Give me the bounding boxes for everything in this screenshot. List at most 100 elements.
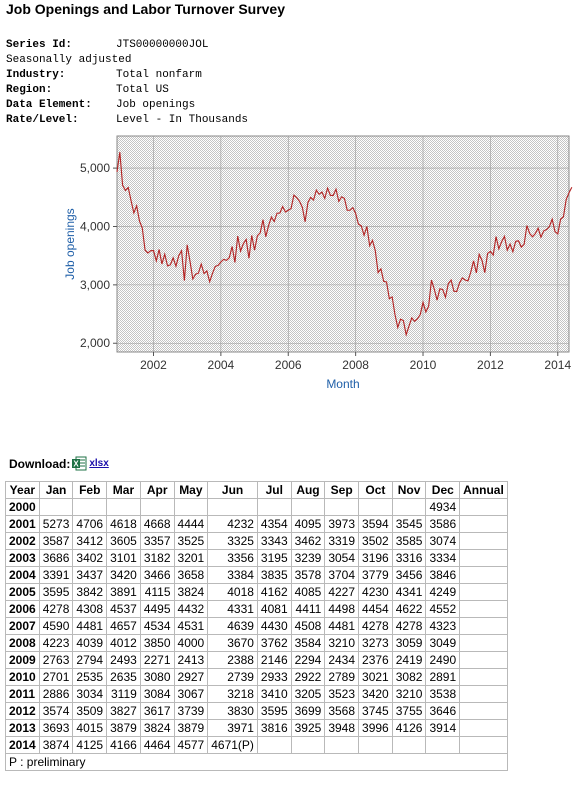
table-cell <box>459 719 508 737</box>
table-cell: 3523 <box>324 685 360 703</box>
table-cell <box>459 702 508 720</box>
table-row: 2006 4278 4308 4537 4495 4432 4331 4081 4411 4498… <box>5 600 508 618</box>
table-cell: 3334 <box>425 549 461 567</box>
column-header: Jun <box>207 481 258 499</box>
table-cell: 2490 <box>425 651 461 669</box>
table-cell: 4223 <box>38 634 74 652</box>
table-cell <box>358 498 393 516</box>
table-cell: 3080 <box>139 668 175 686</box>
table-cell: 3891 <box>106 583 141 601</box>
table-cell: 3391 <box>38 566 74 584</box>
row-year: 2004 <box>5 566 40 584</box>
table-cell <box>106 498 141 516</box>
table-cell: 4411 <box>290 600 326 618</box>
data-table: Year Jan Feb Mar Apr May Jun Jul Aug Sep Oct Nov Dec… <box>5 481 508 771</box>
table-cell: 2927 <box>173 668 209 686</box>
table-cell: 3356 <box>207 549 258 567</box>
table-cell: 4577 <box>173 736 209 754</box>
table-cell: 4015 <box>72 719 108 737</box>
table-cell: 4552 <box>425 600 461 618</box>
table-row: 2001 5273 4706 4618 4668 4444 4232 4354 4095 3973… <box>5 515 508 533</box>
table-cell: 4018 <box>207 583 258 601</box>
row-year: 2003 <box>5 549 40 567</box>
data-element-label: Data Element: <box>6 99 92 111</box>
job-openings-chart: 2,000 3,000 4,000 5,000 2002 2004 2006 2008 201… <box>63 135 573 391</box>
row-year: 2012 <box>5 702 40 720</box>
row-year: 2009 <box>5 651 40 669</box>
table-cell: 4534 <box>139 617 175 635</box>
xlsx-download-link[interactable]: xlsx <box>89 458 109 469</box>
series-id-label: Series Id: <box>6 39 73 51</box>
table-cell: 3699 <box>290 702 326 720</box>
table-cell <box>459 685 508 703</box>
table-cell: 4278 <box>38 600 74 618</box>
table-cell: 3816 <box>256 719 292 737</box>
column-header: Year <box>5 481 40 499</box>
table-cell: 3595 <box>38 583 74 601</box>
table-cell: 4444 <box>173 515 209 533</box>
table-cell: 4622 <box>391 600 427 618</box>
column-header: May <box>173 481 209 499</box>
table-footnote-row: P : preliminary <box>5 753 508 771</box>
table-cell: 4012 <box>106 634 141 652</box>
table-cell: 4125 <box>72 736 108 754</box>
row-year: 2010 <box>5 668 40 686</box>
table-cell: 3319 <box>324 532 360 550</box>
table-row: 2004 3391 3437 3420 3466 3658 3384 3835 3578 3704… <box>5 566 508 584</box>
table-cell: 3762 <box>256 634 292 652</box>
table-cell: 3509 <box>72 702 108 720</box>
table-row: 2009 2763 2794 2493 2271 2413 2388 2146 2294 2434… <box>5 651 508 669</box>
table-cell: 3196 <box>358 549 393 567</box>
table-cell: 3412 <box>72 532 108 550</box>
table-cell <box>459 600 508 618</box>
table-cell: 3835 <box>256 566 292 584</box>
table-cell: 3925 <box>290 719 326 737</box>
table-cell: 3842 <box>72 583 108 601</box>
row-year: 2006 <box>5 600 40 618</box>
x-tick-label: 2010 <box>410 358 437 372</box>
table-cell: 3755 <box>391 702 427 720</box>
table-cell: 3879 <box>106 719 141 737</box>
data-element-value: Job openings <box>116 99 196 111</box>
table-cell: 2413 <box>173 651 209 669</box>
table-cell: 3578 <box>290 566 326 584</box>
table-cell: 4278 <box>391 617 427 635</box>
table-cell: 3973 <box>324 515 360 533</box>
table-cell: 4639 <box>207 617 258 635</box>
job-openings-line <box>116 152 573 337</box>
table-cell: 3525 <box>173 532 209 550</box>
meta-element: Data Element: Job openings <box>6 98 248 113</box>
page-title: Job Openings and Labor Turnover Survey <box>6 1 286 17</box>
x-axis-label: Month <box>326 377 359 391</box>
table-cell: 3874 <box>38 736 74 754</box>
footnote: P : preliminary <box>5 753 508 771</box>
plot-area <box>116 135 570 353</box>
column-header: Mar <box>106 481 141 499</box>
table-cell: 2493 <box>106 651 141 669</box>
column-header: Dec <box>425 481 461 499</box>
table-cell: 2376 <box>358 651 393 669</box>
table-cell: 4085 <box>290 583 326 601</box>
table-cell: 3584 <box>290 634 326 652</box>
table-cell: 3824 <box>173 583 209 601</box>
table-cell: 4227 <box>324 583 360 601</box>
table-cell: 4464 <box>139 736 175 754</box>
table-cell: 4481 <box>72 617 108 635</box>
table-cell: 3410 <box>256 685 292 703</box>
table-cell: 3704 <box>324 566 360 584</box>
table-cell <box>290 736 326 754</box>
table-cell: 4495 <box>139 600 175 618</box>
table-cell: 4232 <box>207 515 258 533</box>
table-cell: 3456 <box>391 566 427 584</box>
table-cell <box>425 736 461 754</box>
table-header-row: Year Jan Feb Mar Apr May Jun Jul Aug Sep Oct Nov Dec… <box>5 481 508 499</box>
table-cell: 4934 <box>425 498 461 516</box>
column-header: Feb <box>72 481 108 499</box>
table-row: 2014 3874 4125 4166 4464 4577 4671(P) <box>5 736 508 754</box>
table-row: 2010 2701 2535 2635 3080 2927 2739 2933 2922 2789… <box>5 668 508 686</box>
row-year: 2000 <box>5 498 40 516</box>
table-row: 2012 3574 3509 3827 3617 3739 3830 3595 3699 3568… <box>5 702 508 720</box>
table-cell <box>459 634 508 652</box>
table-cell <box>207 498 258 516</box>
excel-icon[interactable]: X <box>72 456 87 471</box>
